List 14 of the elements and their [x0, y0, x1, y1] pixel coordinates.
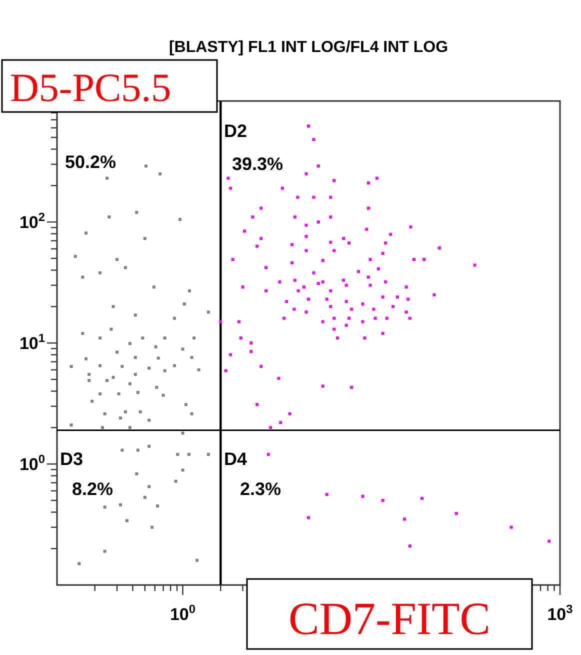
- annotation: D4: [224, 449, 248, 469]
- y-tick-label: 10$^{1}$: [19, 331, 46, 353]
- x-axis-title: CD7-FITC: [288, 593, 490, 644]
- annotation: 50.2%: [65, 152, 116, 172]
- y-tick-label: 10$^{0}$: [19, 452, 46, 474]
- annotation: D3: [60, 449, 84, 469]
- y-tick-label: 10$^{2}$: [19, 210, 46, 232]
- x-tick-label: 10$^{3}$: [547, 602, 574, 624]
- annotation: 2.3%: [240, 479, 282, 499]
- y-axis-title: D5-PC5.5: [10, 65, 172, 110]
- chart-title: [BLASTY] FL1 INT LOG/FL4 INT LOG: [168, 39, 448, 56]
- annotation: D2: [224, 121, 248, 141]
- annotation: 8.2%: [72, 479, 114, 499]
- annotation: 39.3%: [232, 154, 284, 174]
